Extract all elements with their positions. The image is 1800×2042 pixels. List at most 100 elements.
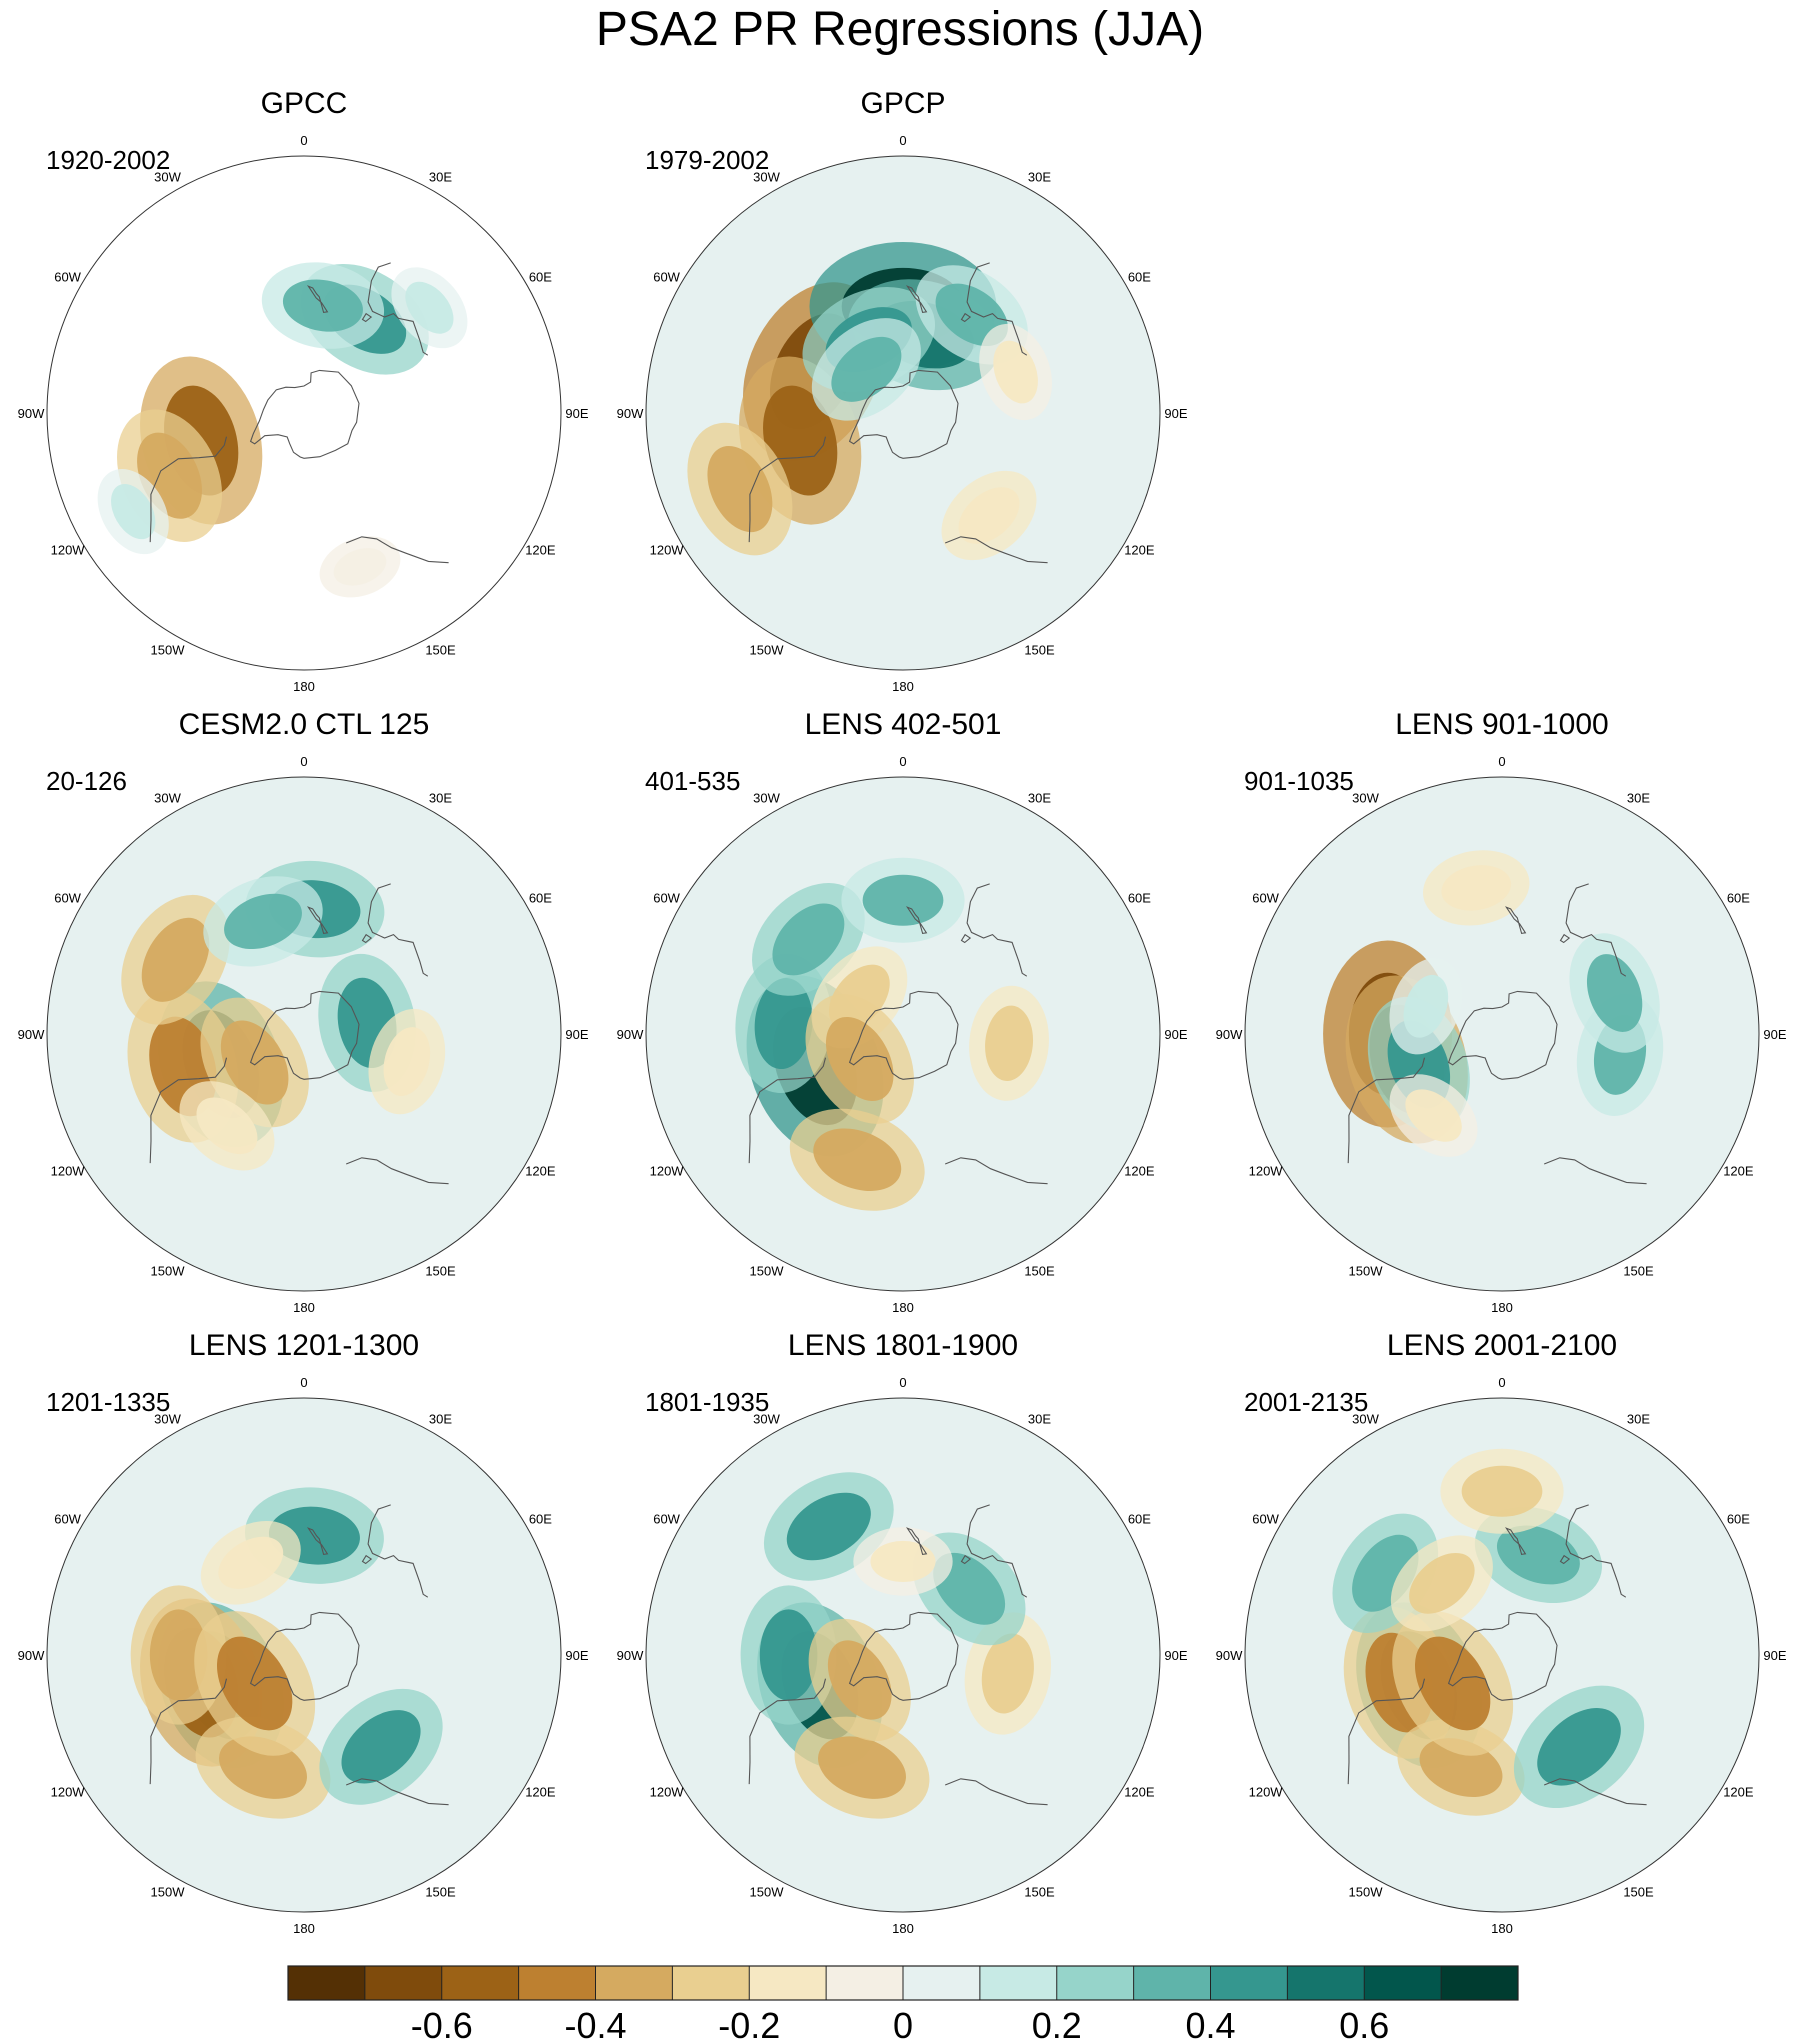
antarctica-coastline bbox=[848, 990, 959, 1080]
map-background bbox=[646, 156, 1160, 670]
longitude-label: 150E bbox=[1623, 1884, 1654, 1899]
colorbar-tick-label: 0.4 bbox=[1185, 2005, 1235, 2042]
colorbar-tick-label: 0 bbox=[893, 2005, 913, 2042]
panel-period: 901-1035 bbox=[1244, 766, 1354, 796]
colorbar-tick-label: -0.2 bbox=[718, 2005, 780, 2042]
figure-title: PSA2 PR Regressions (JJA) bbox=[595, 3, 1205, 56]
south-america-coastline bbox=[149, 436, 228, 543]
south-america-coastline bbox=[1347, 1057, 1426, 1164]
anomaly-core bbox=[1405, 1089, 1462, 1142]
africa-coastline bbox=[944, 536, 1048, 564]
longitude-label: 180 bbox=[293, 1921, 315, 1936]
longitude-label: 90E bbox=[1164, 1648, 1187, 1663]
longitude-label: 120E bbox=[1124, 1164, 1155, 1179]
new-zealand-coastline bbox=[905, 1527, 928, 1556]
longitude-label: 30W bbox=[154, 170, 181, 185]
africa-coastline bbox=[944, 1778, 1048, 1806]
panel-period: 1201-1335 bbox=[46, 1387, 170, 1417]
longitude-label: 120W bbox=[650, 1785, 685, 1800]
longitude-label: 0 bbox=[300, 1375, 307, 1390]
longitude-label: 30E bbox=[429, 170, 452, 185]
longitude-label: 30E bbox=[429, 1412, 452, 1427]
longitude-label: 150E bbox=[1024, 1263, 1055, 1278]
longitude-label: 60W bbox=[54, 891, 81, 906]
longitude-label: 60E bbox=[1727, 1512, 1750, 1527]
map-background bbox=[47, 777, 561, 1291]
longitude-label: 30W bbox=[753, 170, 780, 185]
longitude-label: 180 bbox=[293, 679, 315, 694]
tasmania-coastline bbox=[361, 312, 373, 323]
antarctica-coastline bbox=[848, 1611, 959, 1701]
australia-coastline bbox=[966, 262, 1028, 356]
panel-period: 1801-1935 bbox=[645, 1387, 769, 1417]
anomaly-core bbox=[1403, 974, 1449, 1038]
colorbar-tick-label: 0.2 bbox=[1032, 2005, 1082, 2042]
panel-period: 1979-2002 bbox=[645, 145, 769, 175]
new-zealand-coastline bbox=[1504, 906, 1527, 935]
longitude-label: 90W bbox=[18, 406, 45, 421]
map-background bbox=[646, 777, 1160, 1291]
africa-coastline bbox=[345, 536, 449, 564]
longitude-label: 180 bbox=[892, 1921, 914, 1936]
colorbar-swatch bbox=[595, 1966, 673, 2000]
longitude-label: 90W bbox=[18, 1027, 45, 1042]
australia-coastline bbox=[1565, 883, 1627, 977]
longitude-label: 120E bbox=[1124, 1785, 1155, 1800]
anomaly-core bbox=[1414, 1636, 1491, 1731]
longitude-label: 90E bbox=[1763, 1027, 1786, 1042]
colorbar-swatch bbox=[672, 1966, 750, 2000]
longitude-label: 30E bbox=[1028, 170, 1051, 185]
colorbar-swatch bbox=[1210, 1966, 1288, 2000]
map-panel-cesm2-0-ctl-125: CESM2.0 CTL 125 20-126 0 30E 60E 90E 120E 150E 1… bbox=[18, 708, 589, 1315]
tasmania-coastline bbox=[960, 312, 972, 323]
longitude-label: 120W bbox=[51, 1164, 86, 1179]
longitude-label: 0 bbox=[899, 133, 906, 148]
panel-title: LENS 2001-2100 bbox=[1387, 1329, 1617, 1362]
map-outline bbox=[46, 1397, 562, 1913]
tasmania-coastline bbox=[1559, 1554, 1571, 1565]
longitude-label: 120E bbox=[525, 543, 556, 558]
australia-coastline bbox=[1565, 1504, 1627, 1598]
panel-title: LENS 1801-1900 bbox=[788, 1329, 1018, 1362]
anomaly-core bbox=[827, 1640, 892, 1720]
colorbar-swatch bbox=[749, 1966, 827, 2000]
colorbar-swatch bbox=[903, 1966, 981, 2000]
longitude-label: 60E bbox=[1128, 1512, 1151, 1527]
anomaly-core bbox=[772, 903, 845, 976]
longitude-label: 90W bbox=[617, 1648, 644, 1663]
map-outline bbox=[46, 155, 562, 671]
longitude-label: 150E bbox=[425, 1263, 456, 1278]
longitude-label: 90W bbox=[617, 1027, 644, 1042]
anomaly-core bbox=[220, 1020, 289, 1105]
africa-coastline bbox=[345, 1778, 449, 1806]
longitude-label: 90W bbox=[617, 406, 644, 421]
south-america-coastline bbox=[149, 1678, 228, 1785]
anomaly-core bbox=[405, 281, 454, 334]
anomaly-core bbox=[993, 340, 1038, 404]
south-america-coastline bbox=[748, 436, 827, 543]
longitude-label: 0 bbox=[1498, 754, 1505, 769]
longitude-label: 60E bbox=[1727, 891, 1750, 906]
longitude-label: 150W bbox=[1349, 1884, 1384, 1899]
longitude-label: 30W bbox=[1352, 791, 1379, 806]
panel-title: LENS 402-501 bbox=[805, 708, 1002, 741]
longitude-label: 150W bbox=[750, 642, 785, 657]
longitude-label: 60W bbox=[653, 270, 680, 285]
longitude-label: 90E bbox=[565, 1648, 588, 1663]
map-panel-lens-1201-1300: LENS 1201-1300 1201-1335 0 30E 60E 90E 120E 150… bbox=[18, 1329, 589, 1936]
australia-coastline bbox=[367, 262, 429, 356]
colorbar-swatch bbox=[364, 1966, 443, 2000]
anomaly-core bbox=[831, 336, 902, 402]
longitude-label: 30E bbox=[1028, 791, 1051, 806]
new-zealand-coastline bbox=[905, 906, 928, 935]
colorbar-frame bbox=[287, 1965, 1519, 2001]
panel-period: 401-535 bbox=[645, 766, 740, 796]
colorbar-tick-label: -0.4 bbox=[564, 2005, 626, 2042]
africa-coastline bbox=[345, 1157, 449, 1185]
anomaly-core bbox=[1441, 865, 1512, 911]
longitude-label: 180 bbox=[293, 1300, 315, 1315]
australia-coastline bbox=[367, 1504, 429, 1598]
anomaly-core bbox=[813, 1128, 902, 1191]
anomaly-core bbox=[754, 978, 813, 1070]
